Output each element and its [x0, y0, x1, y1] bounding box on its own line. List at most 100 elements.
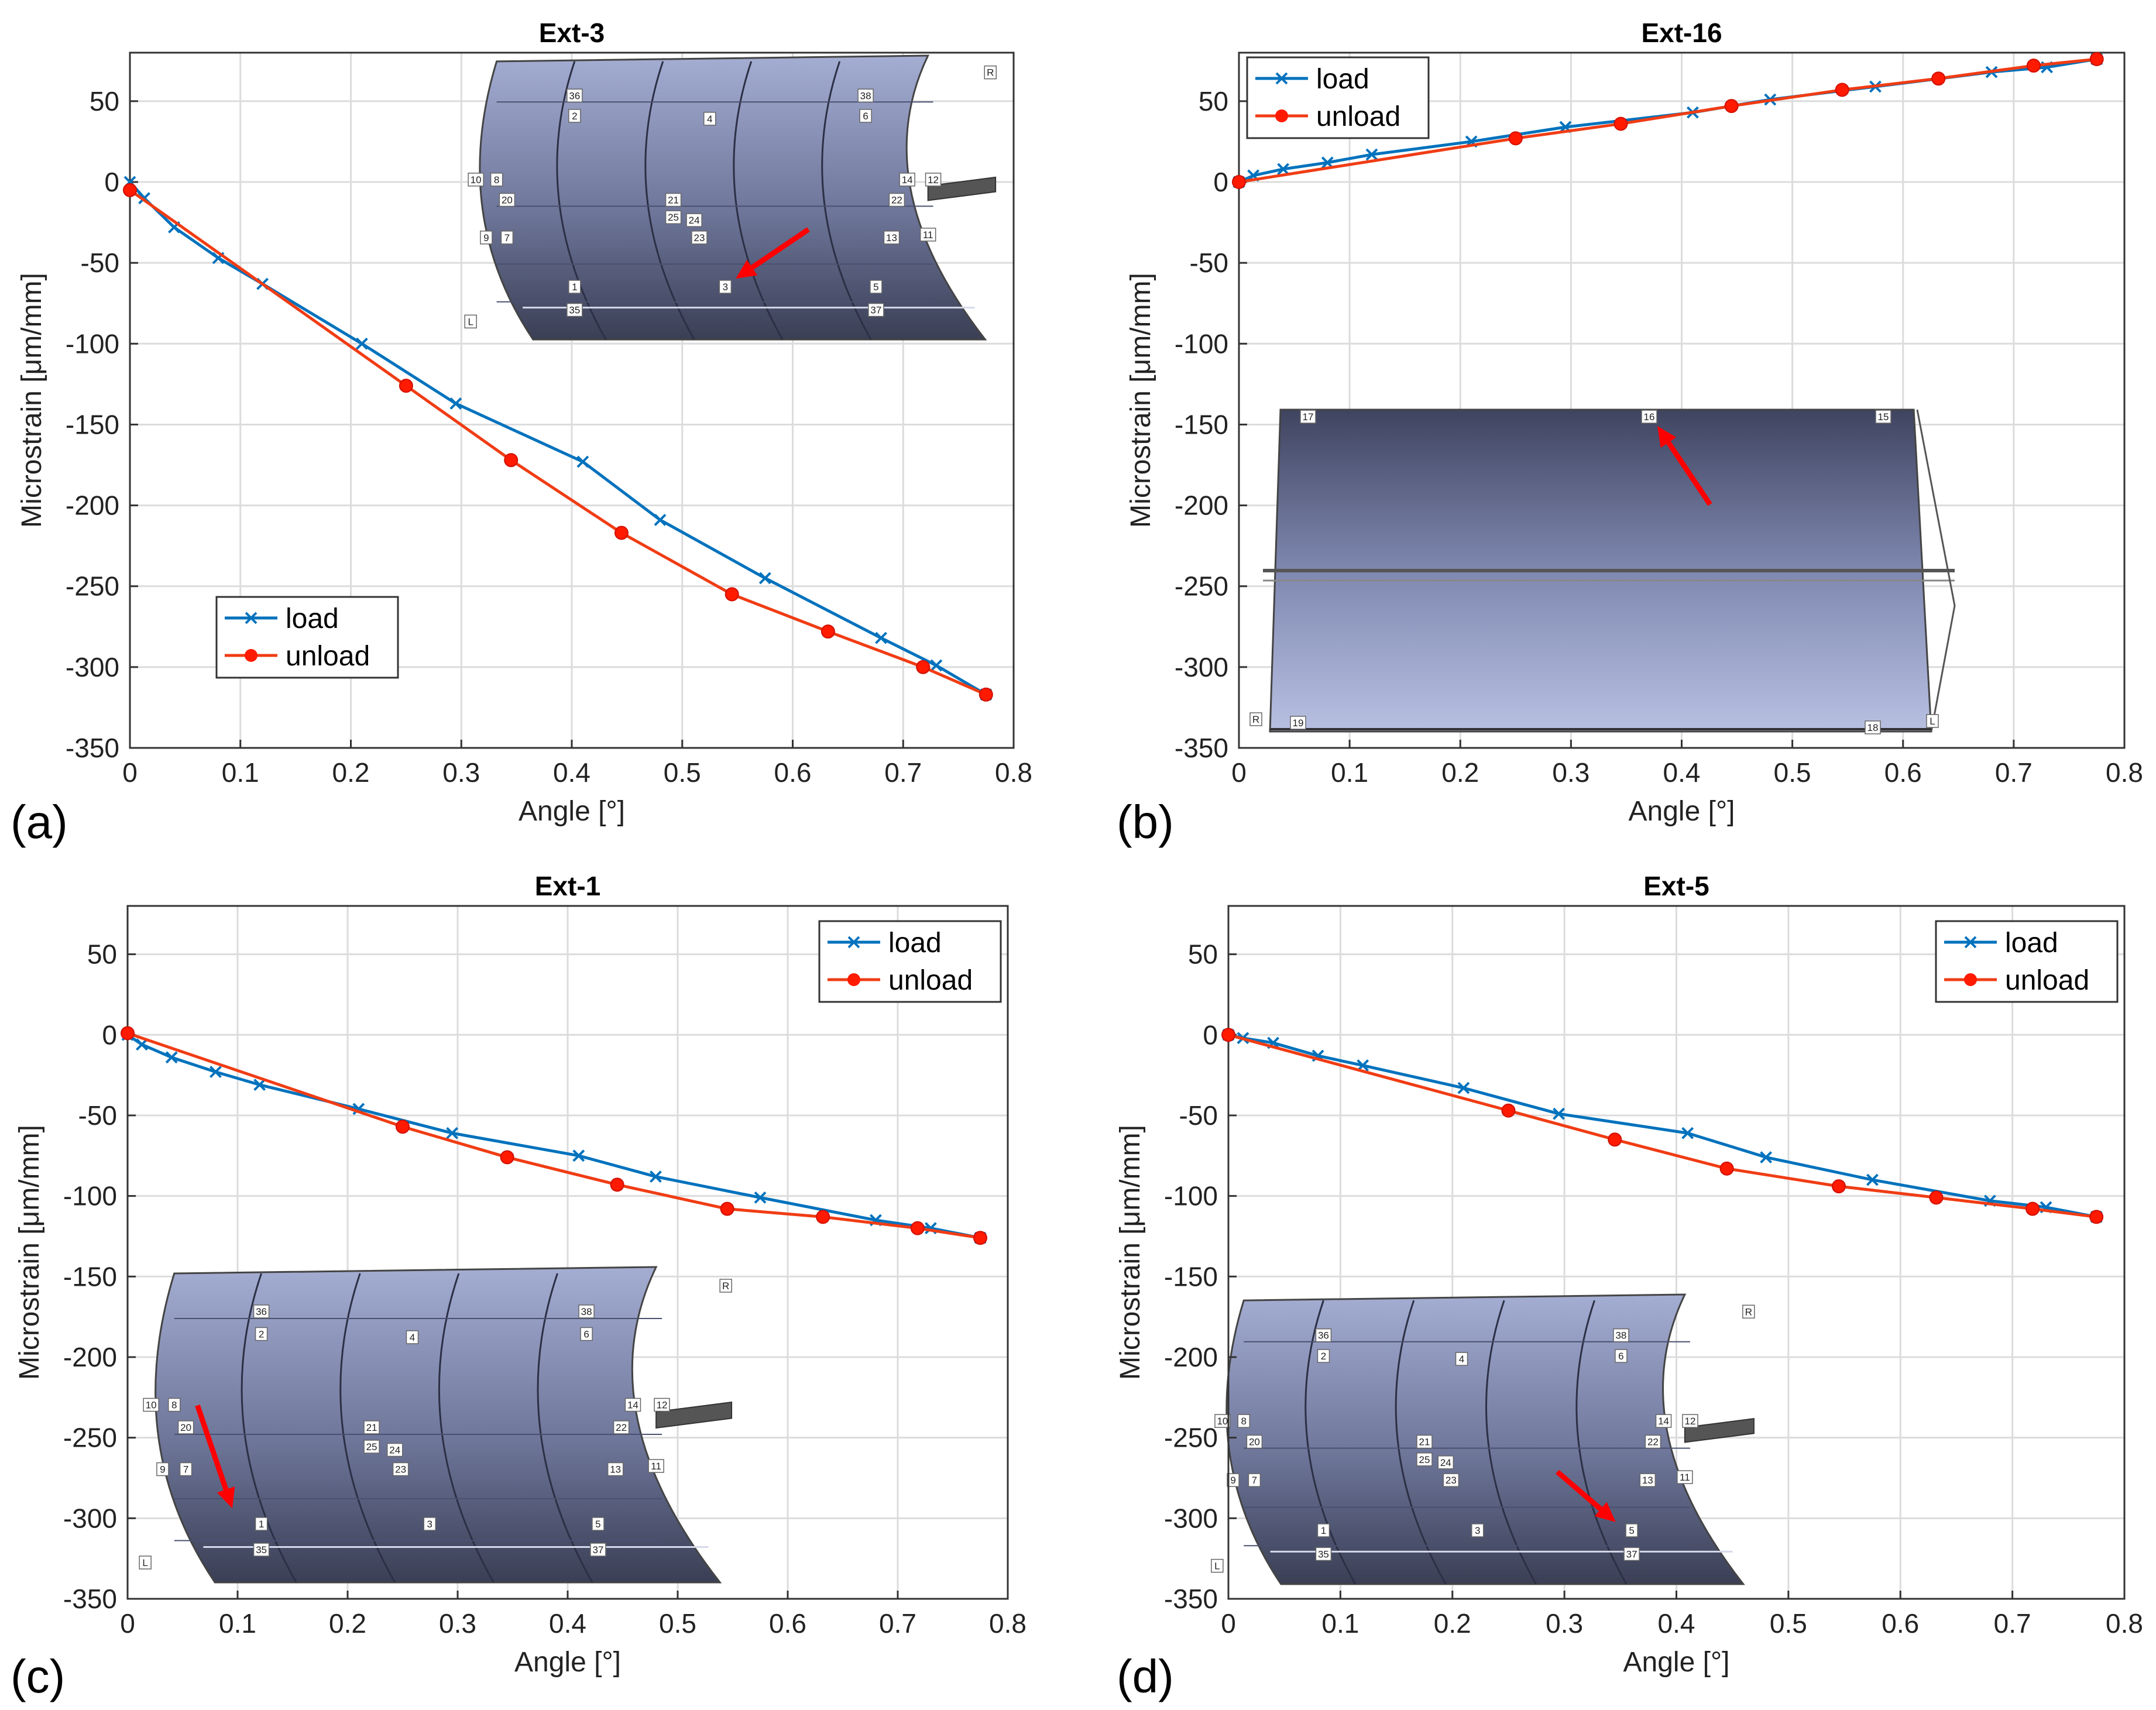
load-point-stroke	[355, 337, 368, 350]
arch-rib	[733, 61, 784, 340]
gauge-tag-box	[468, 173, 484, 187]
x-tick-label: 0.2	[332, 757, 370, 788]
load-point-stroke	[138, 192, 150, 205]
gauge-tag-box	[1645, 1434, 1661, 1449]
arch-rib	[537, 1273, 593, 1583]
legend-marker-load	[245, 612, 258, 624]
y-tick-label: 50	[90, 86, 119, 116]
gauge-tag: 18	[1867, 722, 1879, 733]
load-point	[930, 659, 943, 672]
gauge-tag: 3	[427, 1519, 432, 1530]
y-tick-label: -200	[63, 1342, 117, 1372]
x-axis-label: Angle [°]	[1629, 796, 1735, 827]
gauge-tag: 14	[1658, 1416, 1669, 1427]
unload-point	[2089, 52, 2104, 67]
gauge-tag-box	[1677, 1470, 1693, 1484]
gauge-tag-box	[567, 303, 583, 317]
x-tick-label: 0.3	[1546, 1608, 1583, 1639]
load-point-stroke	[576, 455, 589, 468]
gauge-tag: 7	[1252, 1475, 1257, 1486]
gauge-tag: 23	[694, 232, 705, 243]
unload-point	[973, 1231, 987, 1245]
gauge-tag-box	[1237, 1414, 1250, 1428]
gauge-tag-box	[1615, 1349, 1628, 1363]
x-tick-label: 0.2	[329, 1608, 366, 1639]
x-tick-label: 0.6	[1882, 1608, 1919, 1639]
x-tick-label: 0.4	[553, 757, 591, 788]
legend: load unload	[1246, 56, 1430, 139]
gauge-tag-box	[363, 1440, 380, 1454]
gauge-tag: R	[722, 1280, 729, 1292]
red-arrow-shaft	[1556, 1469, 1602, 1512]
load-point-stroke	[654, 514, 667, 526]
x-tick-label: 0.1	[222, 757, 259, 788]
gauge-tag-box	[1471, 1523, 1484, 1537]
gauge-tag: 1	[572, 281, 577, 293]
gauge-tag: 17	[1303, 411, 1314, 423]
gauge-tag: 9	[483, 232, 489, 243]
load-point-stroke	[1760, 1151, 1773, 1163]
gauge-tag-box	[490, 173, 503, 187]
load-point-stroke	[352, 1103, 365, 1115]
gauge-tag-box	[578, 1304, 595, 1318]
gauge-tag: 25	[1419, 1454, 1430, 1465]
x-tick-label: 0.7	[884, 757, 922, 788]
gauge-tag-box	[592, 1517, 605, 1531]
series-line-unload	[1238, 57, 2097, 184]
gauge-tag: 8	[171, 1400, 177, 1411]
gauge-tag-box	[392, 1462, 409, 1476]
y-tick-label: -100	[66, 328, 119, 359]
load-point-stroke	[446, 1127, 459, 1139]
gauge-tag: 4	[1459, 1354, 1464, 1365]
y-tick-label: -300	[63, 1503, 117, 1533]
gauge-tag: 35	[1318, 1548, 1329, 1560]
load-point	[649, 1170, 662, 1183]
x-tick-label: 0.5	[1770, 1608, 1807, 1639]
unload-point	[121, 1026, 135, 1041]
x-axis-label: Angle [°]	[519, 796, 625, 827]
unload-point	[720, 1201, 734, 1216]
x-tick-label: 0.8	[989, 1608, 1026, 1639]
chart-title: Ext-16	[1641, 18, 1722, 48]
legend: load unload	[1935, 920, 2119, 1003]
unload-point	[1831, 1179, 1846, 1194]
gauge-tag: 13	[886, 232, 897, 243]
load-point	[654, 514, 667, 526]
unload-point	[816, 1210, 830, 1224]
support-strut	[1916, 409, 1956, 732]
y-tick-label: -350	[1164, 1584, 1218, 1614]
gauge-tag-box	[1682, 1414, 1698, 1428]
gauge-tag: 8	[1241, 1416, 1247, 1427]
load-point-stroke	[1553, 1107, 1565, 1120]
unload-point	[910, 1221, 925, 1235]
y-tick-label: -50	[1179, 1100, 1218, 1131]
gauge-tag-box	[857, 88, 874, 103]
legend-entry-unload: unload	[286, 641, 370, 672]
gauge-tag-box	[899, 173, 915, 187]
arch-rib	[1304, 1300, 1357, 1585]
y-tick-label: -350	[66, 733, 119, 763]
gauge-tag: 20	[180, 1422, 191, 1433]
panel-label: (b)	[1117, 796, 1174, 848]
gauge-tag-box	[1639, 1473, 1656, 1487]
gauge-tag-box	[686, 213, 702, 227]
load-point	[758, 572, 771, 585]
x-tick-label: 0.6	[769, 1608, 806, 1639]
gauge-tag-box	[500, 231, 514, 245]
unload-point	[1508, 131, 1523, 146]
x-tick-label: 0.6	[1884, 757, 1922, 788]
gauge-tag: 25	[366, 1441, 377, 1453]
gauge-tag-box	[888, 193, 905, 207]
y-axis-label: Microstrain [μm/mm]	[16, 273, 47, 528]
y-tick-label: -100	[1175, 328, 1228, 359]
gauge-tag: 7	[504, 232, 510, 243]
x-tick-label: 0.3	[442, 757, 480, 788]
gauge-tag: 5	[1629, 1525, 1634, 1536]
arch-rib	[1395, 1300, 1447, 1585]
gauge-tag: L	[1930, 716, 1935, 727]
gauge-tag-box	[1214, 1414, 1231, 1428]
gauge-tag-box	[719, 1279, 732, 1293]
legend-marker-unload	[245, 649, 258, 662]
gauge-tag-box	[1227, 1473, 1240, 1487]
